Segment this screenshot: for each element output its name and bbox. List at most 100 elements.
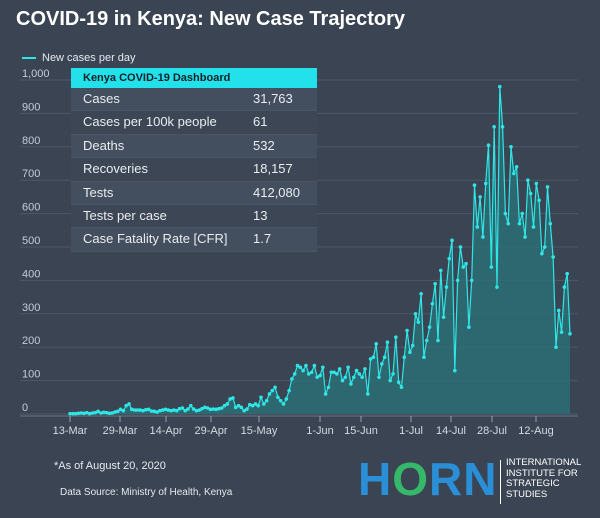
data-point bbox=[149, 409, 154, 413]
data-point bbox=[475, 225, 480, 229]
data-point bbox=[357, 372, 362, 376]
data-point bbox=[542, 245, 547, 249]
row-value: 13 bbox=[253, 207, 268, 223]
data-point bbox=[90, 411, 95, 415]
dashboard-row-cfr: Case Fatality Rate [CFR] 1.7 bbox=[71, 228, 317, 252]
series-area bbox=[70, 86, 570, 414]
y-tick-label: 800 bbox=[22, 135, 40, 147]
data-point bbox=[292, 372, 297, 376]
row-value: 18,157 bbox=[253, 161, 293, 177]
data-point bbox=[405, 328, 409, 333]
data-point bbox=[183, 408, 187, 413]
data-point bbox=[295, 363, 300, 368]
org-line: INSTITUTE FOR bbox=[506, 467, 578, 479]
logo-letters-rn: RN bbox=[429, 453, 498, 505]
data-point bbox=[158, 408, 162, 413]
dashboard-row-tests: Tests 412,080 bbox=[71, 181, 317, 205]
data-point bbox=[526, 178, 530, 182]
data-point bbox=[368, 357, 373, 361]
data-point bbox=[568, 332, 572, 336]
legend: New cases per day bbox=[22, 52, 136, 64]
data-point bbox=[354, 368, 359, 373]
row-label: Cases per 100k people bbox=[83, 114, 217, 130]
x-tick-label: 13-Mar bbox=[53, 425, 88, 437]
data-point bbox=[197, 408, 202, 412]
x-tick-label: 14-Apr bbox=[149, 425, 182, 437]
horn-logo: HORN bbox=[358, 456, 497, 502]
x-tick-label: 12-Aug bbox=[518, 425, 553, 437]
data-point bbox=[160, 408, 165, 412]
data-point bbox=[481, 235, 485, 239]
data-point bbox=[301, 368, 305, 373]
data-point bbox=[453, 368, 457, 373]
data-point bbox=[556, 308, 561, 313]
data-point bbox=[323, 392, 328, 396]
data-point bbox=[399, 385, 404, 390]
data-point bbox=[394, 335, 398, 339]
data-point bbox=[512, 171, 516, 176]
y-tick-label: 0 bbox=[22, 402, 28, 414]
y-axis: 0 100 200 300 400 500 600 700 800 900 1,000 bbox=[22, 68, 50, 414]
data-point bbox=[166, 408, 171, 412]
legend-swatch bbox=[22, 57, 36, 60]
data-source: Data Source: Ministry of Health, Kenya bbox=[60, 487, 233, 498]
data-point bbox=[287, 388, 291, 393]
dashboard-row-recoveries: Recoveries 18,157 bbox=[71, 158, 317, 182]
data-point bbox=[222, 403, 227, 408]
data-point bbox=[497, 84, 502, 89]
data-point bbox=[486, 143, 491, 147]
data-point bbox=[276, 395, 280, 400]
data-point bbox=[104, 410, 109, 415]
dashboard-row-tests-per-case: Tests per case 13 bbox=[71, 204, 317, 229]
data-point bbox=[101, 410, 106, 415]
data-point bbox=[169, 408, 173, 413]
legend-label: New cases per day bbox=[42, 52, 136, 64]
data-point bbox=[548, 221, 553, 226]
data-point bbox=[208, 407, 213, 412]
y-tick-label: 1,000 bbox=[22, 68, 50, 80]
data-point bbox=[562, 285, 567, 289]
data-point bbox=[93, 410, 98, 415]
dashboard-row-cases: Cases 31,763 bbox=[71, 88, 317, 112]
data-point bbox=[461, 265, 466, 269]
data-point bbox=[343, 375, 348, 380]
data-point bbox=[144, 407, 148, 412]
data-point bbox=[551, 255, 555, 259]
data-point bbox=[76, 411, 81, 416]
y-tick-label: 600 bbox=[22, 202, 40, 214]
data-point bbox=[503, 211, 508, 216]
data-point bbox=[121, 408, 126, 413]
data-point bbox=[253, 402, 258, 406]
data-point bbox=[382, 355, 387, 360]
data-point bbox=[346, 365, 350, 370]
data-point bbox=[87, 411, 92, 416]
data-point bbox=[298, 365, 303, 370]
data-point bbox=[236, 403, 241, 408]
data-point bbox=[520, 211, 525, 216]
data-point bbox=[360, 375, 364, 380]
data-point bbox=[284, 397, 289, 401]
y-tick-label: 400 bbox=[22, 268, 40, 280]
data-point bbox=[559, 330, 564, 334]
data-point bbox=[438, 268, 443, 273]
data-point bbox=[329, 370, 334, 375]
x-tick-label: 29-Mar bbox=[103, 425, 138, 437]
data-point bbox=[290, 377, 294, 381]
data-point bbox=[489, 265, 494, 269]
data-point bbox=[534, 181, 539, 186]
x-tick-label: 29-Apr bbox=[194, 425, 227, 437]
data-point bbox=[256, 403, 261, 408]
data-point bbox=[267, 392, 272, 396]
data-point bbox=[554, 345, 558, 350]
data-point bbox=[191, 407, 196, 411]
data-point bbox=[371, 355, 376, 360]
data-point bbox=[388, 378, 393, 383]
y-tick-label: 900 bbox=[22, 101, 40, 113]
data-point bbox=[436, 338, 440, 343]
data-point bbox=[135, 408, 140, 412]
data-point bbox=[391, 372, 395, 376]
data-point bbox=[363, 367, 367, 371]
data-point bbox=[430, 301, 435, 306]
data-point bbox=[278, 398, 283, 403]
data-point bbox=[545, 185, 550, 189]
